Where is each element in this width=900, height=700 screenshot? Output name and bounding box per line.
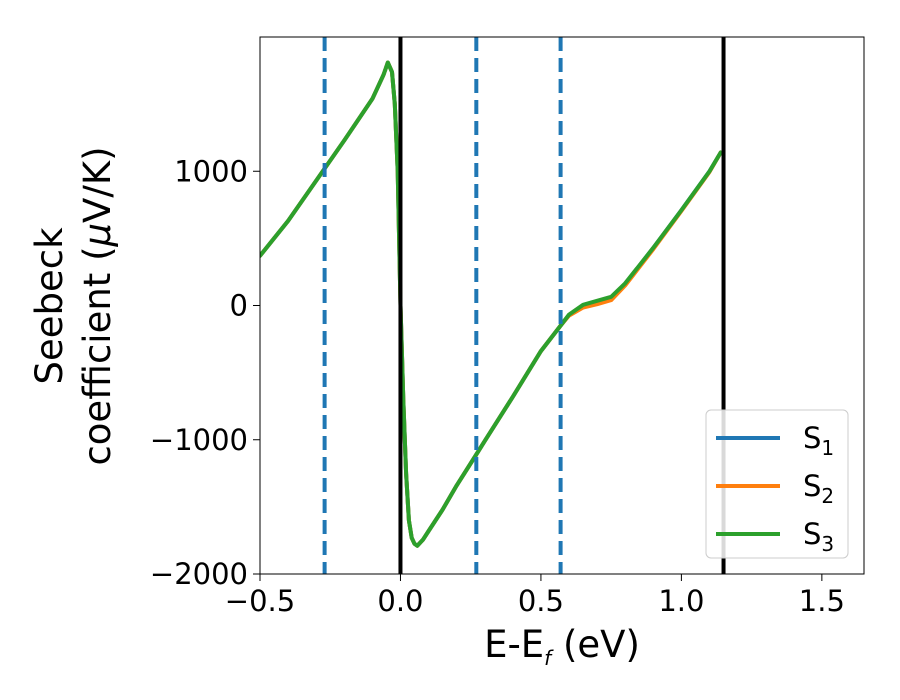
axes: −0.5 0.0 0.5 1.0 1.5 −2000 −1000 0 1000 [150,154,845,618]
legend-label-s1: S1 [803,421,834,460]
series-line-s1 [260,60,723,548]
plot-area [260,37,726,574]
series-line-s3 [260,60,723,548]
y-axis-label-prefix: coefficient ( [76,246,119,465]
y-tick-label: 1000 [174,154,248,188]
y-axis-label-line1: Seebeck [28,227,71,385]
y-tick-label: −1000 [150,423,248,457]
series-line-s2 [260,60,723,548]
x-tick-label: 0.0 [377,584,423,618]
legend-label-s2: S2 [803,469,834,508]
y-tick-label: −2000 [150,557,248,591]
x-tick-label: 1.5 [799,584,845,618]
x-axis-label-main: E-E [484,623,544,666]
y-tick-label: 0 [230,289,248,323]
y-axis-label-suffix: V/K) [76,146,119,222]
legend-label-s3: S3 [803,517,834,556]
x-tick-label: 0.5 [518,584,564,618]
legend: S1 S2 S3 [705,409,849,559]
x-axis-label: E-Ef (eV) [484,623,640,670]
x-tick-label: 1.0 [658,584,704,618]
y-axis-label-mu: μ [76,223,119,248]
x-axis-label-sub: f [544,646,554,670]
x-tick-label: −0.5 [225,584,295,618]
x-axis-label-unit: (eV) [551,623,640,666]
y-axis-label-line2: coefficient (μV/K) [76,146,119,465]
